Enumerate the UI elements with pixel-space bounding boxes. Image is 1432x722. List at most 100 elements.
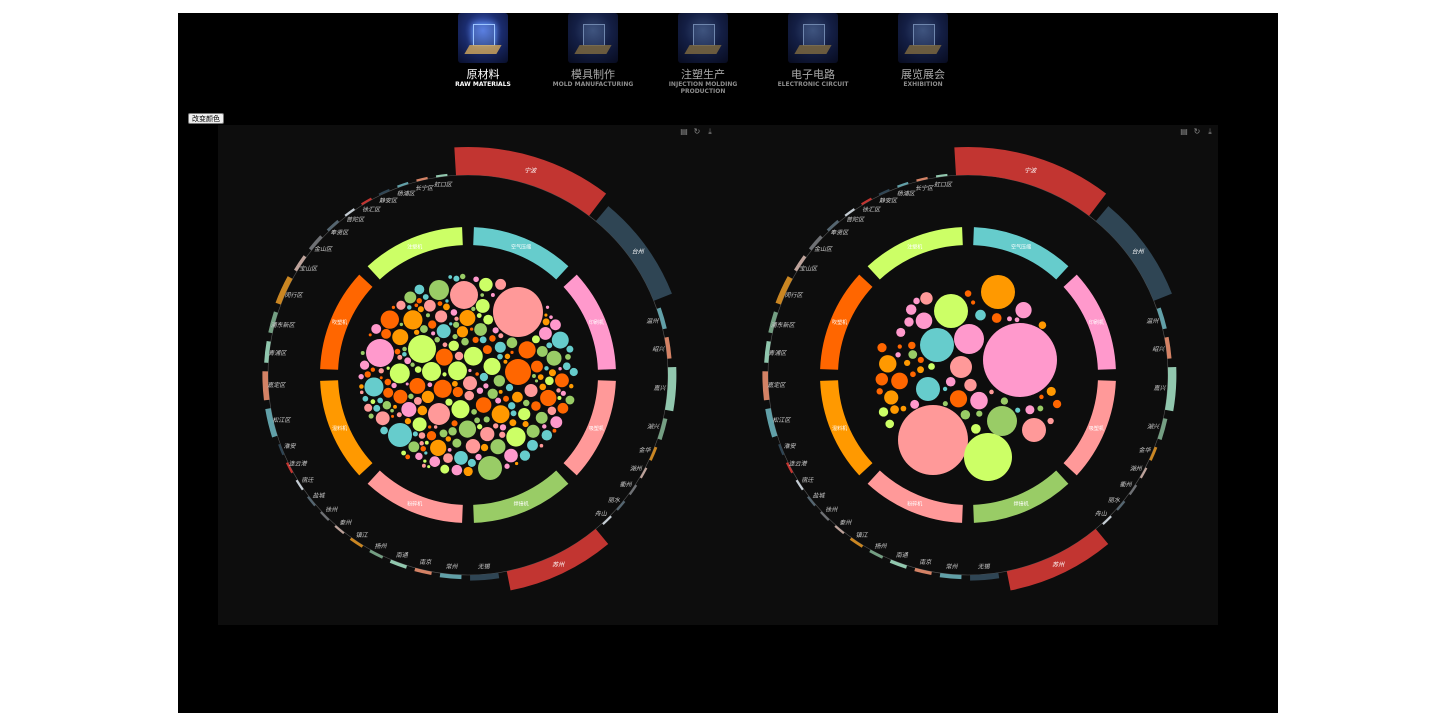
bubble[interactable] — [479, 277, 493, 292]
bubble[interactable] — [557, 395, 562, 400]
bubble[interactable] — [458, 420, 477, 438]
bubble[interactable] — [527, 439, 538, 451]
bubble[interactable] — [402, 351, 407, 357]
bubble[interactable] — [503, 359, 508, 364]
bubble[interactable] — [565, 395, 575, 405]
bubble[interactable] — [399, 322, 404, 327]
bubble[interactable] — [503, 395, 509, 402]
bubble[interactable] — [904, 317, 914, 327]
bubble[interactable] — [539, 443, 544, 448]
bubble[interactable] — [468, 368, 472, 373]
outer-segment-金华[interactable] — [649, 446, 658, 461]
save-image-icon[interactable]: ⤓ — [708, 127, 712, 136]
bubble[interactable] — [381, 328, 392, 339]
bubble[interactable] — [479, 372, 489, 382]
bubble[interactable] — [878, 407, 889, 417]
bubble[interactable] — [917, 366, 924, 374]
bubble[interactable] — [474, 323, 487, 336]
bubble[interactable] — [451, 420, 458, 427]
bubble[interactable] — [393, 389, 408, 404]
bubble[interactable] — [431, 331, 436, 336]
bubble[interactable] — [364, 403, 373, 412]
outer-segment-衢州[interactable] — [628, 484, 638, 496]
bubble[interactable] — [945, 376, 956, 387]
bubble[interactable] — [518, 407, 531, 421]
bubble[interactable] — [454, 316, 459, 321]
bubble[interactable] — [495, 397, 502, 404]
outer-segment-常州[interactable] — [939, 573, 962, 580]
bubble[interactable] — [479, 336, 487, 344]
bubble[interactable] — [419, 441, 424, 446]
inner-segment-吸塑机[interactable] — [1063, 380, 1116, 476]
outer-segment-苏州[interactable] — [506, 528, 609, 591]
bubble[interactable] — [359, 384, 364, 389]
bubble[interactable] — [512, 391, 523, 403]
bubble[interactable] — [402, 346, 407, 352]
bubble[interactable] — [539, 383, 547, 391]
outer-segment-丽水[interactable] — [1116, 500, 1126, 511]
bubble[interactable] — [396, 412, 402, 418]
bubble[interactable] — [391, 414, 395, 418]
bubble[interactable] — [964, 290, 972, 297]
bubble[interactable] — [542, 424, 547, 429]
bubble[interactable] — [532, 374, 536, 378]
bubble[interactable] — [404, 291, 417, 304]
bubble[interactable] — [401, 450, 407, 456]
bubble[interactable] — [406, 305, 412, 310]
bubble[interactable] — [384, 378, 392, 386]
data-view-icon[interactable]: ▤ — [1180, 127, 1188, 136]
bubble[interactable] — [472, 336, 479, 344]
bubble[interactable] — [413, 329, 420, 335]
outer-segment-虹口区[interactable] — [435, 173, 448, 178]
outer-segment-绍兴[interactable] — [664, 336, 672, 359]
bubble[interactable] — [450, 281, 478, 309]
bubble[interactable] — [551, 331, 569, 349]
outer-segment-泰州[interactable] — [834, 525, 845, 535]
bubble[interactable] — [452, 334, 458, 340]
bubble[interactable] — [478, 456, 502, 480]
bubble[interactable] — [531, 335, 540, 344]
bubble[interactable] — [362, 395, 369, 402]
bubble[interactable] — [523, 399, 530, 407]
outer-segment-宁波[interactable] — [454, 147, 607, 216]
bubble[interactable] — [970, 391, 988, 410]
bubble[interactable] — [408, 393, 414, 400]
bubble[interactable] — [422, 361, 442, 382]
outer-segment-静安区[interactable] — [878, 188, 890, 196]
bubble[interactable] — [550, 416, 563, 429]
bubble[interactable] — [910, 399, 920, 409]
bubble[interactable] — [499, 424, 507, 431]
outer-segment-衢州[interactable] — [1128, 484, 1138, 496]
bubble[interactable] — [358, 373, 364, 380]
outer-segment-台州[interactable] — [1095, 206, 1172, 301]
bubble[interactable] — [435, 310, 448, 323]
bubble[interactable] — [465, 438, 481, 454]
bubble[interactable] — [508, 402, 516, 410]
bubble[interactable] — [428, 403, 450, 425]
outer-segment-长宁区[interactable] — [416, 176, 428, 182]
outer-segment-温州[interactable] — [656, 307, 667, 330]
outer-segment-无锡[interactable] — [970, 572, 1000, 581]
bubble[interactable] — [934, 294, 968, 328]
outer-segment-虹口区[interactable] — [935, 173, 948, 178]
outer-segment-扬州[interactable] — [869, 549, 884, 559]
bubble[interactable] — [409, 377, 426, 394]
bubble[interactable] — [368, 413, 374, 419]
bubble[interactable] — [1046, 386, 1056, 396]
bubble[interactable] — [489, 335, 496, 342]
bubble[interactable] — [475, 299, 490, 313]
nav-item-1[interactable]: 模具制作 MOLD MANUFACTURING — [538, 13, 648, 88]
outer-segment-淮安[interactable] — [778, 443, 785, 456]
bubble[interactable] — [983, 323, 1057, 397]
outer-segment-台州[interactable] — [595, 206, 672, 301]
bubble[interactable] — [964, 378, 977, 392]
bubble[interactable] — [449, 322, 453, 326]
bubble[interactable] — [898, 405, 968, 475]
bubble[interactable] — [920, 292, 933, 305]
bubble[interactable] — [954, 324, 984, 354]
bubble[interactable] — [491, 405, 510, 424]
bubble[interactable] — [451, 400, 470, 419]
bubble[interactable] — [549, 315, 553, 319]
bubble[interactable] — [987, 406, 1017, 436]
bubble[interactable] — [386, 366, 390, 370]
